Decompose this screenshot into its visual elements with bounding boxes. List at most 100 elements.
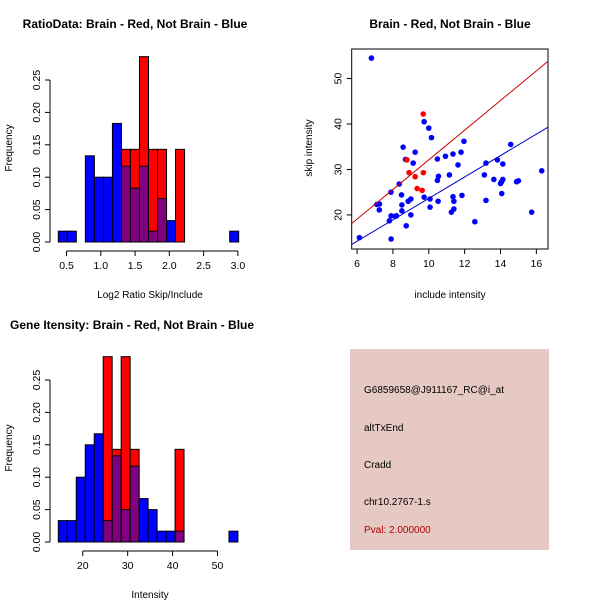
blue-bar	[84, 444, 95, 543]
blue-point	[455, 162, 461, 168]
overlap-bar	[129, 187, 140, 243]
red-point	[404, 157, 410, 163]
blue-point	[388, 236, 394, 242]
y-tick-label: 0.05	[31, 499, 43, 520]
blue-point	[483, 197, 489, 204]
red-point	[420, 169, 427, 176]
blue-bar	[66, 230, 77, 243]
overlap-bar	[102, 520, 113, 543]
red-bar	[174, 448, 185, 543]
y-tick-label: 20	[333, 209, 345, 221]
x-tick-label: 20	[77, 560, 89, 572]
y-axis-label: Frequency	[4, 124, 15, 171]
blue-point	[410, 160, 416, 166]
blue-point	[458, 149, 464, 155]
blue-bar	[138, 498, 149, 543]
blue-bar	[228, 530, 239, 543]
x-tick-label: 3.0	[231, 260, 246, 272]
blue-point	[376, 207, 383, 213]
blue-bar	[93, 176, 104, 243]
blue-bar	[111, 122, 122, 243]
blue-point	[368, 55, 375, 61]
x-tick-label: 14	[495, 258, 507, 270]
blue-point	[412, 149, 418, 155]
blue-point	[451, 206, 457, 212]
x-tick-label: 1.5	[128, 260, 143, 272]
overlap-bar	[120, 509, 131, 543]
blue-point	[400, 144, 406, 150]
blue-point	[491, 176, 497, 183]
y-tick-label: 0.00	[31, 532, 43, 553]
red-point	[419, 187, 425, 194]
blue-point	[398, 192, 405, 198]
blue-point	[472, 218, 478, 225]
x-tick-label: 30	[122, 560, 134, 572]
blue-point	[388, 213, 394, 219]
blue-point	[481, 172, 488, 178]
blue-line-fit	[351, 126, 549, 245]
blue-point	[376, 201, 383, 207]
overlap-bar	[111, 455, 122, 543]
blue-point	[408, 212, 414, 218]
red-point	[406, 169, 412, 176]
y-tick-label: 0.10	[31, 467, 43, 488]
blue-point	[408, 196, 414, 202]
red-line-fit	[351, 60, 549, 224]
red-bar	[102, 356, 113, 543]
blue-bar	[57, 520, 68, 543]
y-tick-label: 0.25	[31, 370, 43, 391]
blue-bar	[165, 530, 176, 543]
blue-point	[498, 178, 505, 185]
x-axis-label: Log2 Ratio Skip/Include	[97, 290, 203, 301]
blue-point	[421, 194, 427, 200]
x-tick-label: 6	[354, 258, 360, 270]
blue-point	[442, 153, 449, 160]
overlap-bar	[129, 465, 140, 543]
blue-point	[507, 141, 514, 148]
blue-point	[435, 198, 441, 205]
gene-name-text: Cradd	[364, 460, 392, 471]
blue-point	[451, 198, 457, 205]
x-tick-label: 1.0	[93, 260, 108, 272]
blue-bar	[57, 230, 68, 243]
blue-bar	[84, 155, 95, 243]
blue-point	[446, 172, 453, 178]
info-panel: G6859658@J911167_RC@i_at altTxEnd Cradd …	[350, 349, 549, 550]
overlap-bar	[138, 165, 149, 243]
blue-point	[461, 138, 467, 145]
x-tick-label: 50	[212, 560, 224, 572]
x-tick-label: 16	[531, 258, 543, 270]
blue-point	[435, 173, 442, 180]
x-axis-label: Intensity	[131, 590, 168, 600]
y-tick-label: 0.15	[31, 434, 43, 455]
y-tick-label: 40	[333, 118, 345, 130]
overlap-bar	[157, 198, 168, 243]
overlap-bar	[120, 165, 131, 243]
blue-point	[399, 208, 405, 214]
red-bar	[147, 148, 159, 243]
blue-point	[428, 134, 435, 141]
blue-point	[450, 193, 456, 200]
blue-point	[388, 189, 394, 195]
x-tick-label: 40	[167, 560, 179, 572]
y-tick-label: 0.05	[31, 199, 43, 220]
blue-bar	[102, 176, 113, 243]
y-tick-label: 0.15	[31, 134, 43, 155]
event-type-text: altTxEnd	[364, 423, 404, 434]
y-tick-label: 0.00	[31, 232, 43, 253]
y-tick-label: 50	[333, 73, 345, 85]
blue-point	[427, 204, 433, 210]
blue-bar	[66, 520, 77, 543]
blue-point	[399, 202, 405, 208]
y-tick-label: 0.20	[31, 102, 43, 123]
probe-id-text: G6859658@J911167_RC@i_at	[364, 385, 505, 396]
red-bar	[175, 148, 186, 243]
blue-bar	[229, 230, 240, 243]
blue-point	[434, 156, 441, 162]
blue-point	[425, 125, 432, 131]
blue-point	[500, 161, 506, 167]
y-tick-label: 0.25	[31, 70, 43, 91]
y-axis-label: skip intensity	[304, 119, 315, 176]
blue-point	[427, 196, 433, 202]
